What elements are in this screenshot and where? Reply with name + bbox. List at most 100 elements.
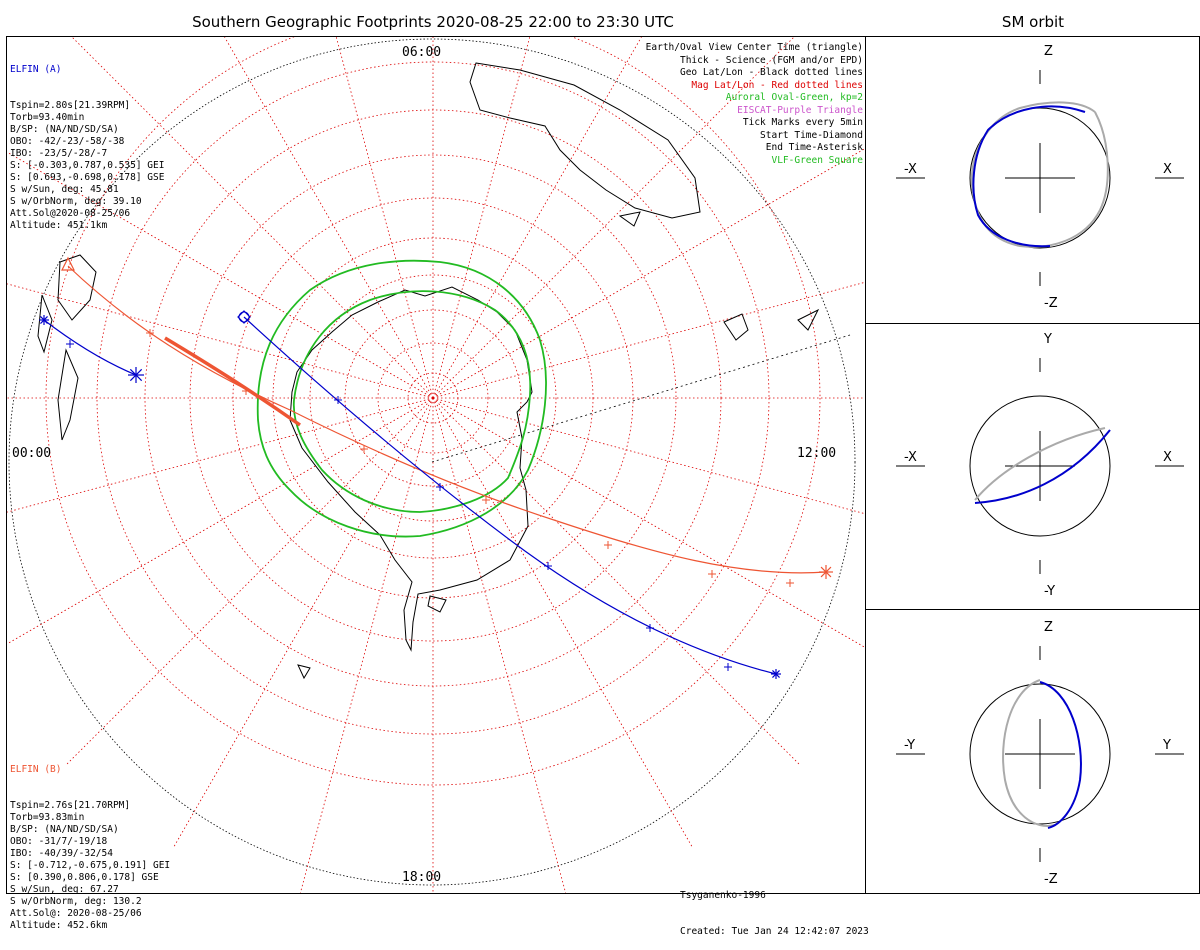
mag-longitude-line <box>7 397 434 645</box>
mag-latitude-circle <box>189 154 677 642</box>
model-label: Tsyganenko-1996 <box>680 890 766 901</box>
mag-longitude-line <box>432 397 865 648</box>
lt-label-bottom: 18:00 <box>402 870 442 885</box>
mag-longitude-line <box>7 397 434 513</box>
earth-circle <box>969 107 1111 249</box>
p2-right: X <box>1163 450 1172 465</box>
earth-circle <box>969 395 1111 537</box>
view-center-triangle <box>61 256 75 271</box>
elfin-b-lines: Tspin=2.76s[21.70RPM] Torb=93.83min B/SP: … <box>10 800 170 932</box>
legend-entry: Thick - Science (FGM and/or EPD) <box>679 54 863 66</box>
end-asterisk <box>40 316 48 324</box>
p1-right: X <box>1163 162 1172 177</box>
legend-entry: Auroral Oval-Green, kp=2 <box>725 92 863 103</box>
elfin-a-orbit <box>974 429 1111 504</box>
mag-longitude-line <box>65 397 434 766</box>
elfin_a-line: Torb=93.40min <box>10 112 85 123</box>
lt-label-top: 06:00 <box>402 45 442 60</box>
lt-label-left: 00:00 <box>12 446 52 461</box>
end-asterisk <box>820 566 832 578</box>
p3-left: -Y <box>904 738 916 753</box>
legend-entry: Geo Lat/Lon - Black dotted lines <box>679 67 863 78</box>
legend-entry: End Time-Asterisk <box>765 142 863 153</box>
p3-top: Z <box>1044 620 1053 635</box>
legend: Earth/Oval View Center Time (triangle) Th… <box>646 42 863 167</box>
footprint-tracks <box>39 256 833 679</box>
elfin_a-line: S w/OrbNorm, deg: 39.10 <box>10 196 142 207</box>
auroral-ovals <box>256 259 547 538</box>
p2-top: Y <box>1044 332 1052 347</box>
legend-entry: EISCAT-Purple Triangle <box>737 104 863 116</box>
p2-bottom: -Y <box>1044 584 1056 599</box>
end-asterisk <box>772 670 780 678</box>
legend-entry: Tick Marks every 5min <box>742 117 863 128</box>
mag-longitude-line <box>432 281 865 399</box>
elfin_a-line: Altitude: 451.1km <box>10 220 108 231</box>
end-asterisk <box>129 368 143 382</box>
p3-right: Y <box>1163 738 1171 753</box>
auroral-oval-outer <box>256 259 547 538</box>
elfin_a-line: S: [0.693,-0.698,0.178] GSE <box>10 172 165 183</box>
elfin_b-line: Altitude: 452.6km <box>10 920 108 931</box>
p1-bottom: -Z <box>1044 296 1058 311</box>
elfin_b-line: OBO: -31/7/-19/18 <box>10 836 108 847</box>
elfin_b-line: S: [0.390,0.806,0.178] GSE <box>10 872 159 883</box>
p3-bottom: -Z <box>1044 872 1058 887</box>
mag-latitude-circle <box>377 342 489 454</box>
mag-longitude-line <box>7 283 434 399</box>
mag-longitude-line <box>71 37 434 399</box>
mag-longitude-line <box>432 37 642 399</box>
elfin_b-line: Torb=93.83min <box>10 812 85 823</box>
elfin_b-line: IBO: -40/39/-32/54 <box>10 848 113 859</box>
mag-longitude-line <box>432 37 531 399</box>
start-diamond <box>237 310 251 324</box>
elfin_a-line: S: [-0.303,0.787,0.535] GEI <box>10 160 165 171</box>
sm-orbit-title: SM orbit <box>1001 13 1065 31</box>
elfin_b-line: S w/OrbNorm, deg: 130.2 <box>10 896 142 907</box>
elfin-b-science-segment <box>164 336 302 427</box>
mag-longitude-line <box>299 397 434 893</box>
mag-latitude-circle <box>309 274 557 522</box>
elfin_b-line: B/SP: (NA/ND/SD/SA) <box>10 824 119 835</box>
credits: Tsyganenko-1996 Created: Tue Jan 24 12:4… <box>680 866 869 950</box>
elfin-b-orbit <box>974 427 1106 501</box>
mag-longitude-line <box>432 397 694 849</box>
elfin-b-orbit <box>1002 679 1056 827</box>
elfin-b-info: ELFIN (B) Tspin=2.76s[21.70RPM] Torb=93.8… <box>10 740 170 944</box>
elfin-a-name: ELFIN (A) <box>10 64 62 75</box>
elfin_b-line: Tspin=2.76s[21.70RPM] <box>10 800 131 811</box>
mag-longitude-line <box>7 151 434 399</box>
elfin-b-name: ELFIN (B) <box>10 764 62 775</box>
created-label: Created: Tue Jan 24 12:42:07 2023 <box>680 926 869 937</box>
antarctica-coastline <box>37 62 820 680</box>
mag-longitude-line <box>335 37 434 399</box>
sm-orbit-plots <box>896 70 1184 862</box>
earth-limb <box>8 38 856 886</box>
mag-longitude-line <box>432 37 795 399</box>
legend-entry: VLF-Green Square <box>771 154 863 166</box>
lt-label-right: 12:00 <box>797 446 837 461</box>
mag-longitude-line <box>432 397 567 893</box>
auroral-oval-inner <box>292 290 532 513</box>
elfin_a-line: Tspin=2.80s[21.39RPM] <box>10 100 131 111</box>
elfin_b-line: Att.Sol@: 2020-08-25/06 <box>10 908 142 919</box>
mag-longitude-line <box>224 37 434 399</box>
mag-longitude-line <box>432 148 865 399</box>
vlf-marker <box>238 311 250 323</box>
legend-entry: Start Time-Diamond <box>760 129 863 141</box>
elfin_a-line: B/SP: (NA/ND/SD/SA) <box>10 124 119 135</box>
p1-top: Z <box>1044 44 1053 59</box>
mag-grid <box>7 37 865 893</box>
legend-entry: Mag Lat/Lon - Red dotted lines <box>691 79 863 91</box>
mag-latitude-circle <box>45 37 821 786</box>
p1-left: -X <box>904 162 917 177</box>
elfin_a-line: OBO: -42/-23/-58/-38 <box>10 136 125 147</box>
mag-longitude-line <box>432 397 801 766</box>
elfin-a-info: ELFIN (A) Tspin=2.80s[21.39RPM] Torb=93.4… <box>10 40 164 244</box>
earth-circle <box>969 683 1111 825</box>
elfin-a-track <box>243 316 777 675</box>
elfin-a-orbit <box>1039 681 1082 829</box>
elfin-b-orbit <box>970 101 1109 248</box>
p2-left: -X <box>904 450 917 465</box>
elfin_a-line: IBO: -23/5/-28/-7 <box>10 148 108 159</box>
